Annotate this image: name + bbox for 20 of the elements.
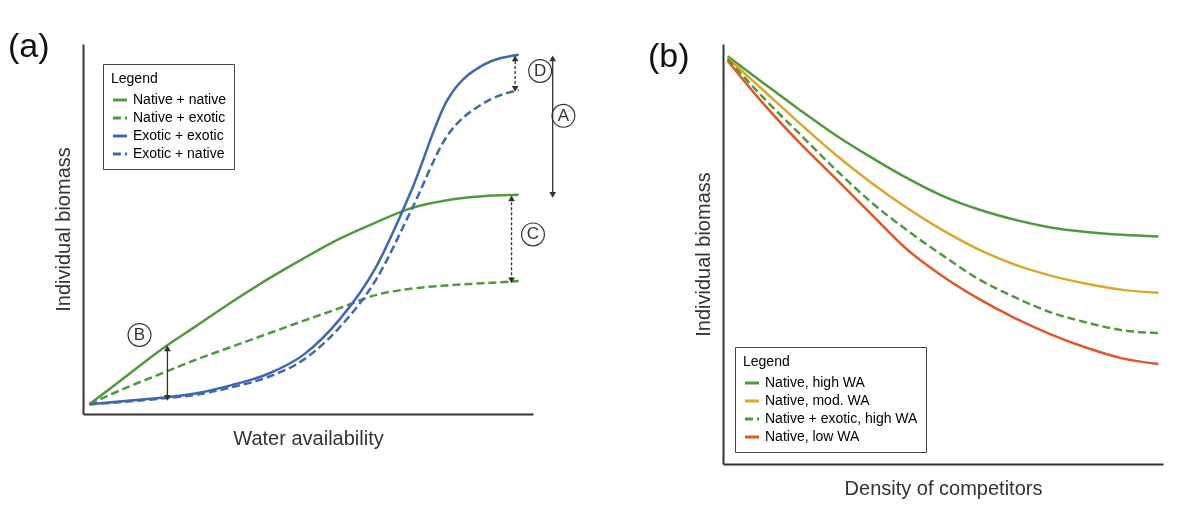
legend-title: Legend	[111, 70, 158, 86]
chart-title: (a)	[8, 26, 50, 64]
y-axis-title: Individual biomass	[691, 172, 714, 337]
annotation: C	[526, 224, 540, 244]
legend-label: Native + exotic, high WA	[765, 410, 919, 426]
legend-title: Legend	[743, 353, 790, 369]
x-axis-title: Density of competitors	[844, 476, 1043, 499]
y-axis-title: Individual biomass	[51, 147, 74, 312]
x-axis-title: Water availability	[233, 426, 384, 449]
legend-label: Native + native	[133, 91, 227, 107]
text: D	[534, 60, 547, 80]
legend-label: Native, mod. WA	[765, 392, 871, 408]
legend-label: Native, low WA	[765, 428, 861, 444]
chart-title: (b)	[648, 36, 690, 74]
legend-label: Native + exotic	[133, 109, 226, 125]
legend-label: Native, high WA	[765, 374, 866, 390]
annotation: B	[133, 324, 146, 344]
legend-label: Exotic + exotic	[133, 127, 224, 143]
text: A	[557, 105, 570, 125]
legend-label: Exotic + native	[133, 145, 225, 161]
